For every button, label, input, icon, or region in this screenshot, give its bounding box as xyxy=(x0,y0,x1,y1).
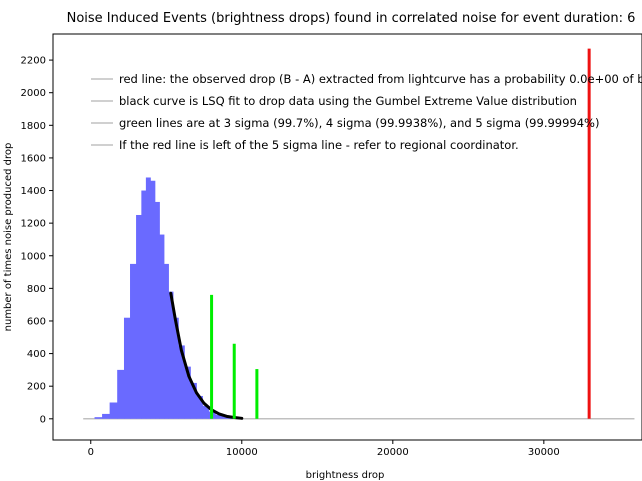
x-axis-label: brightness drop xyxy=(306,470,385,481)
y-tick-label: 2000 xyxy=(21,88,46,99)
histogram-bar xyxy=(102,413,111,419)
histogram-bar xyxy=(190,382,197,419)
y-tick-label: 600 xyxy=(27,316,46,327)
x-tick-label: 30000 xyxy=(528,447,560,458)
y-tick-label: 200 xyxy=(27,382,46,393)
y-axis-label: number of times noise produced drop xyxy=(3,143,14,332)
histogram-bar xyxy=(123,317,131,419)
histogram-bar xyxy=(164,263,169,419)
x-tick-label: 20000 xyxy=(377,447,409,458)
histogram-bar xyxy=(178,345,185,419)
legend-entry: red line: the observed drop (B - A) extr… xyxy=(119,72,642,86)
histogram-bar xyxy=(196,395,203,419)
histogram-bar xyxy=(173,317,179,419)
histogram-bar xyxy=(130,263,137,419)
y-tick-label: 1200 xyxy=(21,219,46,230)
histogram-bar xyxy=(145,177,151,419)
y-tick-label: 1800 xyxy=(21,121,46,132)
legend-entry: If the red line is left of the 5 sigma l… xyxy=(119,138,519,152)
y-tick-label: 1600 xyxy=(21,153,46,164)
y-tick-label: 1000 xyxy=(21,251,46,262)
legend-entry: green lines are at 3 sigma (99.7%), 4 si… xyxy=(119,116,599,130)
histogram-bar xyxy=(154,201,160,419)
histogram-bar xyxy=(202,405,209,419)
histogram-bar xyxy=(136,214,142,419)
legend-entry: black curve is LSQ fit to drop data usin… xyxy=(119,94,577,108)
y-tick-label: 1400 xyxy=(21,186,46,197)
histogram-bar xyxy=(94,417,103,419)
histogram-bar xyxy=(215,414,224,419)
histogram-bar xyxy=(141,190,147,419)
x-tick-label: 10000 xyxy=(226,447,258,458)
y-tick-label: 400 xyxy=(27,349,46,360)
plot-frame xyxy=(52,33,642,441)
histogram-bar xyxy=(168,291,174,419)
histogram-bar xyxy=(184,366,191,419)
fit-curve xyxy=(169,291,244,420)
y-tick-label: 800 xyxy=(27,284,46,295)
histogram-bar xyxy=(159,234,165,419)
x-tick-label: 0 xyxy=(88,447,94,458)
y-tick-label: 2200 xyxy=(21,56,46,67)
histogram-bar xyxy=(109,402,118,419)
y-tick-label: 0 xyxy=(40,414,46,425)
chart-title: Noise Induced Events (brightness drops) … xyxy=(67,11,636,26)
histogram-bar xyxy=(117,369,125,419)
histogram-bar xyxy=(150,180,156,419)
